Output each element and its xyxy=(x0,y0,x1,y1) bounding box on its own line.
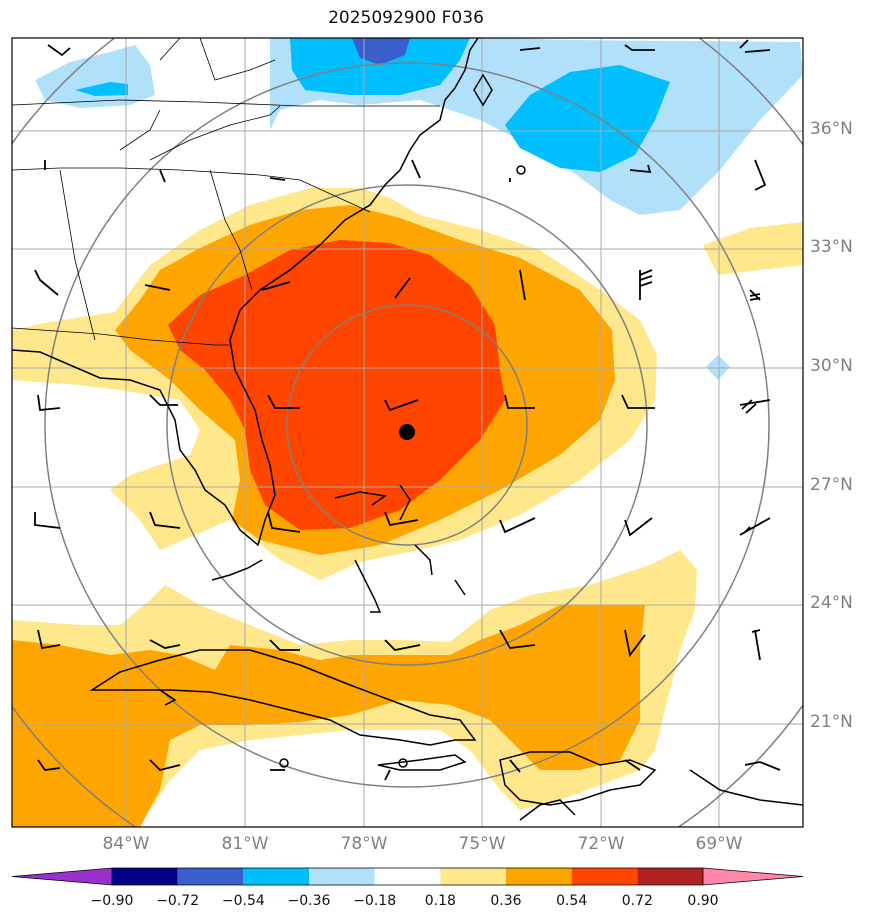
lat-label-24: 24°N xyxy=(810,593,853,613)
calm-markers xyxy=(279,73,526,768)
colorbar-segment xyxy=(177,868,244,885)
colorbar-segment xyxy=(374,868,441,885)
coastline xyxy=(12,38,803,821)
lat-label-36: 36°N xyxy=(810,119,853,139)
colorbar-tick-label: 0.18 xyxy=(424,893,456,909)
map-panel xyxy=(11,37,804,828)
contour-sky-blue-west xyxy=(75,82,128,96)
center-marker xyxy=(399,424,415,440)
colorbar-tick-label: 0.36 xyxy=(490,893,522,909)
graticule xyxy=(12,38,803,827)
colorbar-tick-label: −0.36 xyxy=(287,893,331,909)
range-ring-1 xyxy=(286,304,528,546)
colorbar-segment xyxy=(637,868,703,885)
lat-label-30: 30°N xyxy=(810,356,853,376)
cuba-outline xyxy=(89,649,477,746)
colorbar-extend-min xyxy=(11,867,113,886)
contour-sky-blue-north xyxy=(290,38,470,95)
range-ring-3 xyxy=(44,62,770,788)
lat-label-33: 33°N xyxy=(810,237,853,257)
colorbar-tick-label: −0.72 xyxy=(156,893,200,909)
map-frame xyxy=(11,37,804,828)
colorbar-extend-max xyxy=(702,867,804,886)
colorbar-tick-label: 0.54 xyxy=(556,893,588,909)
colorbar-segment xyxy=(112,868,178,885)
colorbar-segment xyxy=(506,868,572,885)
lat-label-27: 27°N xyxy=(810,475,853,495)
contour-royal-blue xyxy=(352,38,410,65)
state-boundaries xyxy=(12,38,440,346)
lon-label-72: 72°W xyxy=(577,834,625,854)
range-ring-2 xyxy=(166,184,648,666)
lon-label-81: 81°W xyxy=(221,834,269,854)
lon-label-84: 84°W xyxy=(102,834,150,854)
lat-label-21: 21°N xyxy=(810,712,853,732)
chart-title: 2025092900 F036 xyxy=(328,8,484,28)
lon-label-75: 75°W xyxy=(458,834,506,854)
colorbar-segment xyxy=(243,868,309,885)
contour-orange-caribbean xyxy=(12,605,645,827)
colorbar xyxy=(11,867,804,886)
colorbar-tick-label: −0.54 xyxy=(221,893,265,909)
wind-barbs xyxy=(34,39,781,781)
range-rings xyxy=(12,38,803,827)
colorbar-segment xyxy=(309,868,375,885)
lon-label-78: 78°W xyxy=(340,834,388,854)
colorbar-tick-label: −0.18 xyxy=(353,893,397,909)
colorbar-tick-label: 0.90 xyxy=(687,893,719,909)
hispaniola-outline xyxy=(499,751,657,806)
colorbar-tick-label: 0.72 xyxy=(621,893,653,909)
colorbar-segment xyxy=(571,868,638,885)
colorbar-segment xyxy=(440,868,506,885)
contour-sky-blue-offshore xyxy=(505,65,670,172)
colorbar-tick-label: −0.90 xyxy=(90,893,134,909)
contour-orange-red-core xyxy=(168,240,505,530)
lon-label-69: 69°W xyxy=(695,834,743,854)
